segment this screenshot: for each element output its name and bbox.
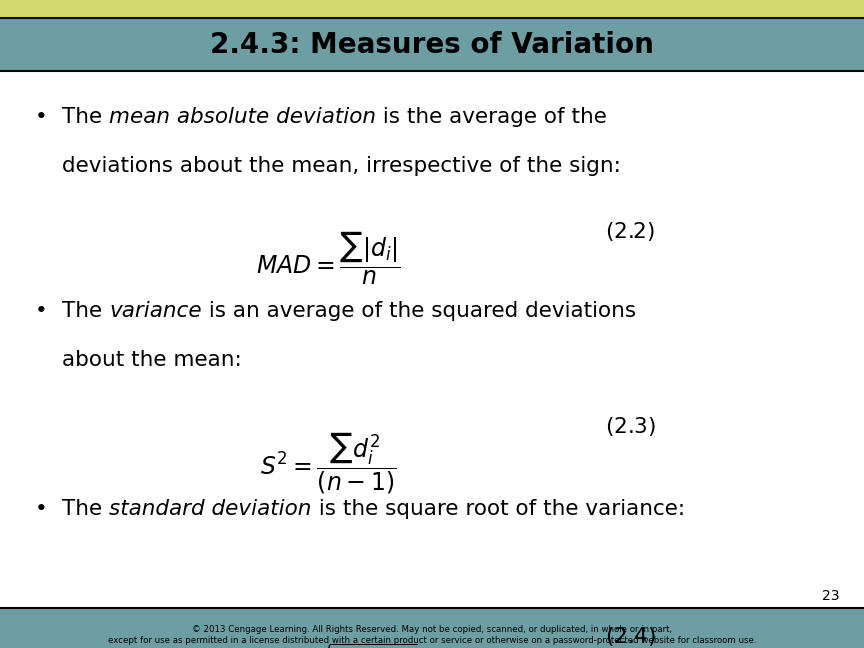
Text: is the square root of the variance:: is the square root of the variance:	[312, 499, 684, 519]
Text: is the average of the: is the average of the	[376, 107, 607, 127]
Text: •: •	[35, 107, 48, 127]
Text: deviations about the mean, irrespective of the sign:: deviations about the mean, irrespective …	[62, 156, 621, 176]
Text: 23: 23	[823, 588, 840, 603]
Text: © 2013 Cengage Learning. All Rights Reserved. May not be copied, scanned, or dup: © 2013 Cengage Learning. All Rights Rese…	[192, 625, 672, 634]
Text: is an average of the squared deviations: is an average of the squared deviations	[202, 301, 636, 321]
Bar	[0, 608, 864, 648]
Text: •: •	[35, 499, 48, 519]
Bar	[0, 18, 864, 71]
Text: mean absolute deviation: mean absolute deviation	[109, 107, 376, 127]
Text: The: The	[62, 107, 109, 127]
Text: 2.4.3: Measures of Variation: 2.4.3: Measures of Variation	[210, 30, 654, 59]
Text: $MAD = \dfrac{\sum |d_i|}{n}$: $MAD = \dfrac{\sum |d_i|}{n}$	[256, 230, 401, 288]
Text: $(2.3)$: $(2.3)$	[605, 415, 656, 437]
Text: $(2.4)$: $(2.4)$	[605, 625, 656, 648]
Text: The: The	[62, 499, 109, 519]
Text: $S^2 = \dfrac{\sum d_i^2}{(n-1)}$: $S^2 = \dfrac{\sum d_i^2}{(n-1)}$	[260, 431, 397, 496]
Text: variance: variance	[109, 301, 202, 321]
Text: •: •	[35, 301, 48, 321]
Text: except for use as permitted in a license distributed with a certain product or s: except for use as permitted in a license…	[108, 636, 756, 645]
Bar	[0, 0, 864, 18]
Text: $S = \sqrt{S^2} = \sqrt{\dfrac{\sum d_i^2}{(n-1)}}.$: $S = \sqrt{S^2} = \sqrt{\dfrac{\sum d_i^…	[182, 642, 422, 648]
Text: standard deviation: standard deviation	[109, 499, 312, 519]
Text: $(2.2)$: $(2.2)$	[605, 220, 655, 243]
Text: The: The	[62, 301, 109, 321]
Text: about the mean:: about the mean:	[62, 350, 242, 370]
